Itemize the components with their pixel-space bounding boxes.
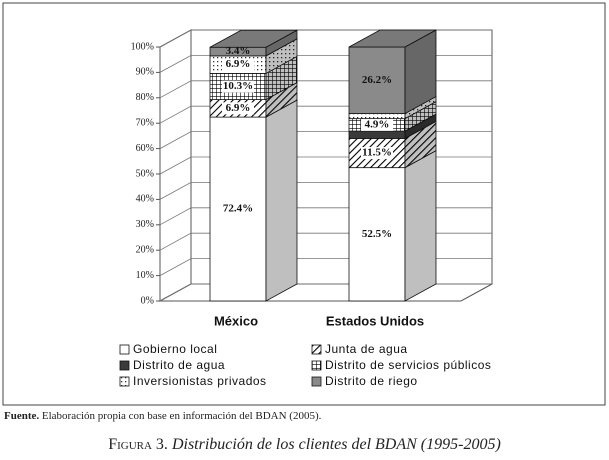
source-text: Elaboración propia con base en informaci… (41, 410, 322, 422)
legend-label: Distrito de servicios públicos (325, 358, 491, 372)
value-label-bg (361, 118, 393, 131)
bar-side-shade (266, 100, 297, 301)
y-tick-label: 80% (136, 92, 154, 103)
legend-label: Junta de agua (325, 342, 408, 356)
y-tick-label: 10% (136, 270, 154, 281)
legend-label: Gobierno local (133, 342, 217, 356)
bar-side-shade (405, 30, 436, 114)
bar-top (209, 29, 298, 48)
source-note: Fuente. Elaboración propia con base en i… (4, 410, 321, 422)
y-tick-label: 60% (136, 143, 154, 154)
value-label: 10.3% (223, 80, 253, 92)
y-tick-label: 30% (136, 219, 154, 230)
legend-swatch (119, 360, 130, 371)
legend-label: Distrito de agua (133, 358, 225, 372)
legend-label: Inversionistas privados (133, 374, 267, 388)
value-label-bg (222, 80, 254, 93)
bar-side-shade (266, 56, 297, 100)
y-tick-label: 90% (136, 67, 154, 78)
legend-swatch (311, 360, 322, 371)
bar-side-shade (266, 82, 297, 118)
chart: 0% 10% 20% 30% 40% 50% 60% 70% 80% 90% 100% 72.4% 6.… (2, 2, 606, 406)
value-label-bg (222, 58, 254, 71)
legend-label: Distrito de riego (325, 374, 418, 388)
bar-segment (348, 130, 406, 139)
caption-text: Distribución de los clientes del BDAN (1… (171, 436, 501, 453)
caption: Figura 3. Distribución de los clientes d… (0, 436, 609, 454)
bar-top-shade (349, 30, 436, 47)
y-tick-label: 100% (131, 41, 154, 52)
x-tick-label: México (214, 313, 258, 328)
value-label: 6.9% (226, 102, 251, 114)
y-tick-label: 70% (136, 117, 154, 128)
value-label: 11.5% (362, 147, 392, 159)
value-label: 52.5% (362, 228, 392, 240)
bar-side-shade (405, 150, 436, 301)
value-label: 4.9% (365, 118, 390, 130)
source-label: Fuente. (4, 410, 40, 422)
frame (2, 2, 606, 406)
value-label: 26.2% (362, 74, 392, 86)
bar-side-shade (405, 96, 436, 119)
bar-top (348, 29, 437, 48)
bar-side-shade (266, 38, 297, 74)
legend-swatch (311, 344, 322, 355)
caption-label: Figura 3. (108, 436, 168, 453)
bar-side-shade (405, 121, 436, 168)
value-label: 72.4% (223, 203, 253, 215)
bar-side-shade (405, 101, 436, 132)
y-tick-label: 50% (136, 168, 154, 179)
bar-side-shade (405, 114, 436, 139)
value-label-bg (222, 102, 254, 115)
legend-swatch (311, 376, 322, 387)
value-label: 3.4% (226, 45, 251, 57)
bar-segment (209, 116, 267, 302)
bar-top-shade (210, 30, 297, 48)
bar-segment (348, 113, 406, 120)
x-tick-label: Estados Unidos (326, 313, 424, 328)
value-label-bg (361, 147, 393, 160)
bar-side-shade (266, 30, 297, 56)
legend-swatch (119, 376, 130, 387)
y-tick-label: 40% (136, 194, 154, 205)
y-tick-label: 0% (141, 295, 154, 306)
value-label: 6.9% (226, 58, 251, 70)
bar-segment (348, 167, 406, 302)
y-tick-label: 20% (136, 244, 154, 255)
legend-swatch (119, 344, 130, 355)
